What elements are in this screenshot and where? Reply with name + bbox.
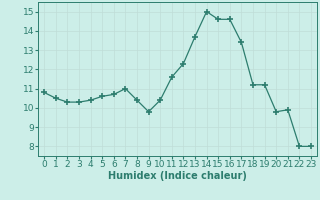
X-axis label: Humidex (Indice chaleur): Humidex (Indice chaleur)	[108, 171, 247, 181]
